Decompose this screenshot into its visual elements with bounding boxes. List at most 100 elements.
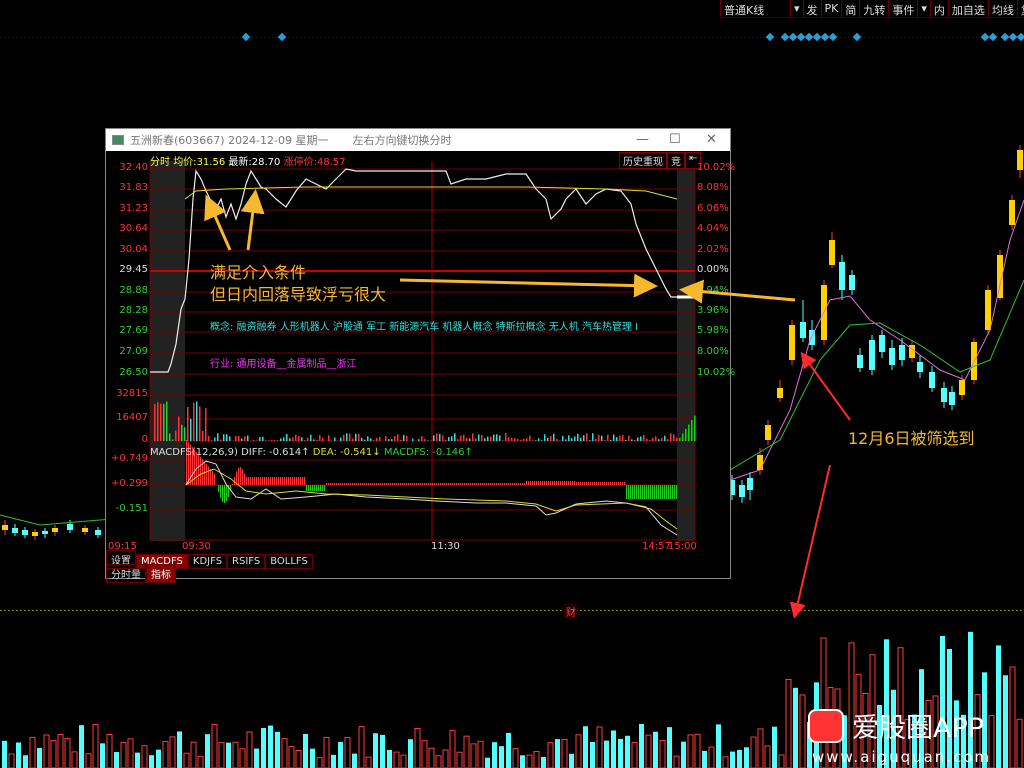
macd-bar: [482, 483, 484, 485]
intraday-volume-bar: [460, 435, 462, 441]
macd-bar: [620, 482, 622, 485]
volume-bar: [912, 714, 917, 768]
divider-dotted: [636, 610, 638, 611]
dotted-grid: [692, 37, 694, 38]
toolbar-item[interactable]: 普通K线: [720, 0, 790, 17]
divider-dotted: [468, 610, 470, 611]
divider-dotted: [904, 610, 906, 611]
volume-bar: [43, 734, 50, 768]
dotted-grid: [508, 37, 510, 38]
toolbar-item[interactable]: ▾: [917, 0, 930, 17]
divider-dotted: [48, 610, 50, 611]
dotted-grid: [44, 37, 46, 38]
dotted-grid: [20, 37, 22, 38]
dotted-grid: [660, 37, 662, 38]
dotted-grid: [192, 37, 194, 38]
toolbar-item[interactable]: 事件: [888, 0, 917, 17]
auction-button[interactable]: 竞: [667, 152, 685, 169]
limit-label: 涨停价:: [283, 157, 317, 168]
divider-dotted: [752, 610, 754, 611]
history-replay-button[interactable]: 历史重现: [619, 152, 667, 169]
divider-dotted: [452, 610, 454, 611]
close-button[interactable]: ✕: [706, 132, 717, 147]
intraday-volume-bar: [160, 403, 162, 441]
divider-dotted: [556, 610, 558, 611]
event-diamond-icon: [1008, 32, 1018, 42]
divider-dotted: [152, 610, 154, 611]
dotted-grid: [580, 37, 582, 38]
intraday-volume-bar: [574, 436, 576, 441]
intraday-volume-bar: [604, 440, 606, 441]
dotted-grid: [652, 37, 654, 38]
tab-indicator[interactable]: BOLLFS: [265, 554, 313, 569]
macd-bar: [350, 483, 352, 485]
tab-indicator[interactable]: 设置: [106, 550, 136, 569]
divider-dotted: [280, 610, 282, 611]
toolbar-item[interactable]: 内: [929, 0, 948, 17]
dotted-grid: [756, 37, 758, 38]
dotted-grid: [488, 37, 490, 38]
macd-bar: [342, 483, 344, 485]
toolbar-item[interactable]: PK: [820, 0, 842, 17]
macd-bar: [672, 485, 674, 499]
dotted-grid: [704, 37, 706, 38]
dotted-grid: [728, 37, 730, 38]
intraday-volume-bar: [208, 436, 210, 441]
toolbar-item[interactable]: 加自选: [947, 0, 988, 17]
intraday-volume-bar: [547, 437, 549, 441]
toolbar-item[interactable]: ▾: [790, 0, 803, 17]
macd-bar: [488, 483, 490, 485]
volume-bar: [295, 749, 302, 768]
toolbar-item[interactable]: 九转: [859, 0, 888, 17]
collapse-button[interactable]: ⇤: [685, 152, 702, 169]
divider-dotted: [136, 610, 138, 611]
macd-bar: [516, 483, 518, 485]
candle-body: [1017, 150, 1023, 170]
intraday-volume-bar: [220, 439, 222, 441]
divider-dotted: [456, 610, 458, 611]
toolbar-item[interactable]: 发: [802, 0, 821, 17]
dotted-grid: [668, 37, 670, 38]
macd-bar: [292, 477, 294, 485]
macd-bar: [268, 477, 270, 485]
watermark-brand: 爱股圈APP: [852, 713, 985, 744]
divider-dotted: [4, 610, 6, 611]
intraday-volume-bar: [448, 436, 450, 441]
tab-indicator[interactable]: RSIFS: [227, 554, 266, 569]
volume-bar: [463, 735, 470, 768]
dotted-grid: [468, 37, 470, 38]
intraday-volume-bar: [268, 440, 270, 441]
toolbar-item[interactable]: 均线: [987, 0, 1017, 17]
tab-indicator[interactable]: KDJFS: [187, 554, 228, 569]
divider-dotted: [776, 610, 778, 611]
divider-dotted: [88, 610, 90, 611]
tab-sub[interactable]: 指标: [146, 564, 176, 583]
maximize-button[interactable]: ☐: [669, 132, 681, 147]
finance-marker[interactable]: 财: [564, 604, 578, 619]
dotted-grid: [300, 37, 302, 38]
dotted-grid: [8, 37, 10, 38]
volume-bar: [106, 733, 113, 768]
divider-dotted: [724, 610, 726, 611]
intraday-volume-bar: [190, 418, 192, 441]
divider-dotted: [52, 610, 54, 611]
volume-bar: [744, 747, 749, 768]
pct-tick: 3.96%: [697, 305, 729, 316]
tab-sub[interactable]: 分时量: [106, 564, 146, 583]
dotted-grid: [492, 37, 494, 38]
minimize-button[interactable]: —: [636, 132, 649, 147]
post-market-shade: [677, 161, 695, 541]
window-titlebar: 五洲新春(603667) 2024-12-09 星期一 左右方向键切换分时 — …: [106, 129, 730, 151]
macd-bar: [384, 483, 386, 485]
divider-dotted: [220, 610, 222, 611]
toolbar-item[interactable]: 简: [841, 0, 859, 17]
macd-bar: [442, 483, 444, 485]
toolbar-item[interactable]: 复权: [1016, 0, 1024, 17]
dotted-grid: [424, 37, 426, 38]
volume-bar: [373, 733, 378, 768]
divider-dotted: [432, 610, 434, 611]
dotted-grid: [232, 37, 234, 38]
macd-bar: [208, 466, 210, 485]
dotted-grid: [268, 37, 270, 38]
